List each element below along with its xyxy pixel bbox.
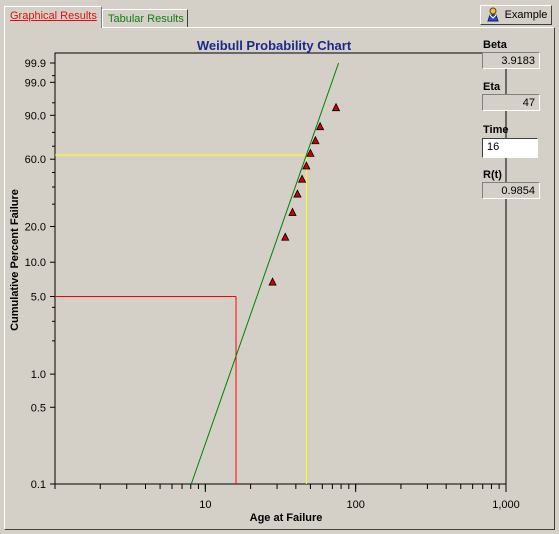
time-label: Time <box>483 124 509 136</box>
data-point <box>306 148 315 157</box>
y-tick-label: 1.0 <box>31 369 46 381</box>
results-panel <box>4 27 555 530</box>
plot-frame <box>54 52 507 485</box>
y-tick-label: 99.9 <box>25 58 46 70</box>
y-tick-label: 99.0 <box>25 77 46 89</box>
chart-title: Weibull Probability Chart <box>197 38 352 53</box>
data-point <box>297 174 307 183</box>
data-point <box>268 277 277 286</box>
example-button[interactable]: Example <box>480 5 552 25</box>
rt-field: 0.9854 <box>482 182 540 199</box>
data-point <box>293 189 302 198</box>
x-tick-label: 10 <box>199 499 211 511</box>
tab-tabular-results[interactable]: Tabular Results <box>102 9 188 27</box>
eta-field: 47 <box>482 94 540 111</box>
y-axis-label: Cumulative Percent Failure <box>9 189 21 331</box>
eta-label: Eta <box>483 81 501 93</box>
x-axis-label: Age at Failure <box>250 512 323 524</box>
rt-label: R(t) <box>483 169 502 181</box>
beta-label: Beta <box>483 39 507 51</box>
time-input[interactable]: 16 <box>482 138 538 158</box>
beta-field: 3.9183 <box>482 52 540 69</box>
y-tick-label: 60.0 <box>25 154 46 166</box>
data-point <box>315 121 325 131</box>
data-point <box>302 161 311 170</box>
y-tick-label: 5.0 <box>31 291 46 303</box>
data-point <box>288 207 297 216</box>
y-tick-label: 10.0 <box>25 257 46 269</box>
fit-line <box>190 62 340 485</box>
example-icon <box>485 6 501 25</box>
tab-graphical-label: Graphical Results <box>10 10 97 22</box>
example-label: Example <box>504 9 548 21</box>
tab-graphical-results[interactable]: Graphical Results <box>4 6 102 28</box>
y-tick-label: 90.0 <box>25 110 46 122</box>
data-point <box>281 232 290 241</box>
y-tick-label: 0.5 <box>31 402 46 414</box>
y-tick-label: 20.0 <box>25 221 46 233</box>
data-point <box>311 135 320 145</box>
y-tick-label: 0.1 <box>31 479 46 491</box>
x-tick-label: 1,000 <box>492 499 520 511</box>
tab-tabular-label: Tabular Results <box>108 13 184 25</box>
data-point <box>331 102 341 112</box>
x-tick-label: 100 <box>346 499 364 511</box>
